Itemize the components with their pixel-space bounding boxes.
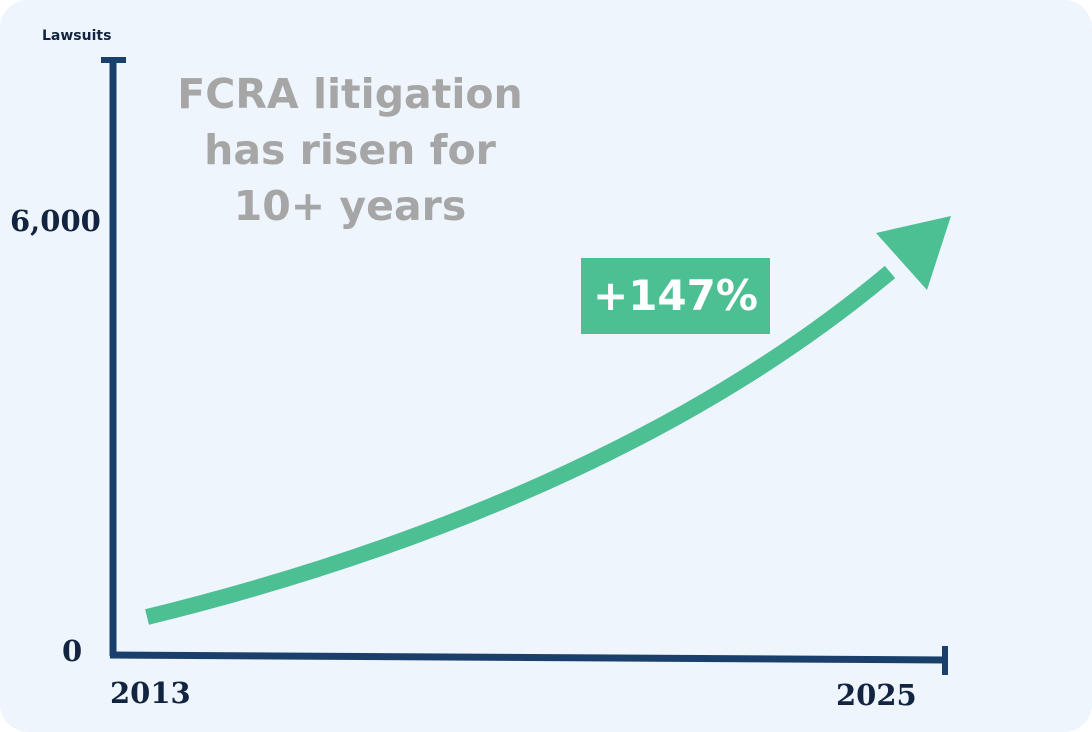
trend-arrowhead [876, 216, 951, 290]
y-tick-label-max: 6,000 [10, 204, 101, 238]
growth-badge: +147% [581, 258, 770, 334]
chart-title-line-2: has risen for [204, 126, 496, 174]
y-axis-label: Lawsuits [42, 28, 112, 44]
x-tick-label-start: 2013 [110, 676, 191, 710]
x-axis [109, 651, 946, 664]
chart-title: FCRA litigation has risen for 10+ years [150, 66, 550, 234]
chart-title-line-3: 10+ years [233, 182, 467, 230]
chart-title-line-1: FCRA litigation [177, 70, 523, 118]
trend-curve [145, 265, 896, 625]
y-tick-label-min: 0 [62, 634, 83, 668]
x-tick-label-end: 2025 [836, 678, 917, 712]
